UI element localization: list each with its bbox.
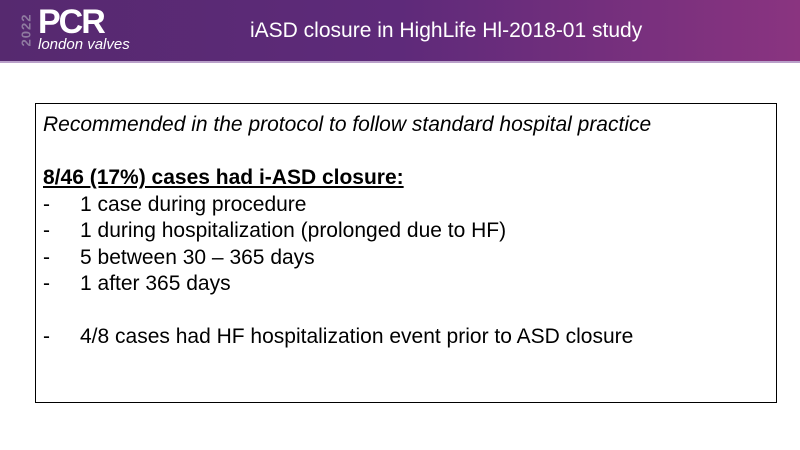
slide-header: 2022 PCR london valves iASD closure in H… — [0, 0, 800, 63]
list-item: - 5 between 30 – 365 days — [43, 245, 776, 272]
note-text: 4/8 cases had HF hospitalization event p… — [80, 325, 634, 348]
bullet: - — [43, 325, 50, 348]
list-item-text: 5 between 30 – 365 days — [80, 245, 315, 269]
list-item-text: 1 case during procedure — [80, 192, 307, 216]
content-box: Recommended in the protocol to follow st… — [35, 103, 777, 403]
slide-title: iASD closure in HighLife Hl-2018-01 stud… — [250, 19, 643, 42]
list-item-text: 1 after 365 days — [80, 272, 231, 295]
bullet: - — [43, 272, 50, 295]
bullet: - — [43, 219, 50, 242]
spacer — [43, 298, 776, 325]
logo-subtitle: london valves — [38, 36, 130, 53]
list-item: - 1 case during procedure — [43, 192, 776, 219]
section-heading: 8/46 (17%) cases had i-ASD closure: — [43, 166, 404, 189]
logo-year: 2022 — [18, 6, 34, 54]
logo-year-text: 2022 — [18, 13, 34, 47]
logo-brand: PCR — [38, 3, 106, 41]
bullet: - — [43, 192, 50, 216]
bullet: - — [43, 245, 50, 269]
spacer — [43, 139, 776, 166]
intro-text: Recommended in the protocol to follow st… — [43, 113, 652, 136]
note-item: - 4/8 cases had HF hospitalization event … — [43, 324, 776, 351]
list-item: - 1 during hospitalization (prolonged due… — [43, 218, 776, 245]
list-item: - 1 after 365 days — [43, 271, 776, 298]
list-item-text: 1 during hospitalization (prolonged due … — [80, 219, 507, 242]
